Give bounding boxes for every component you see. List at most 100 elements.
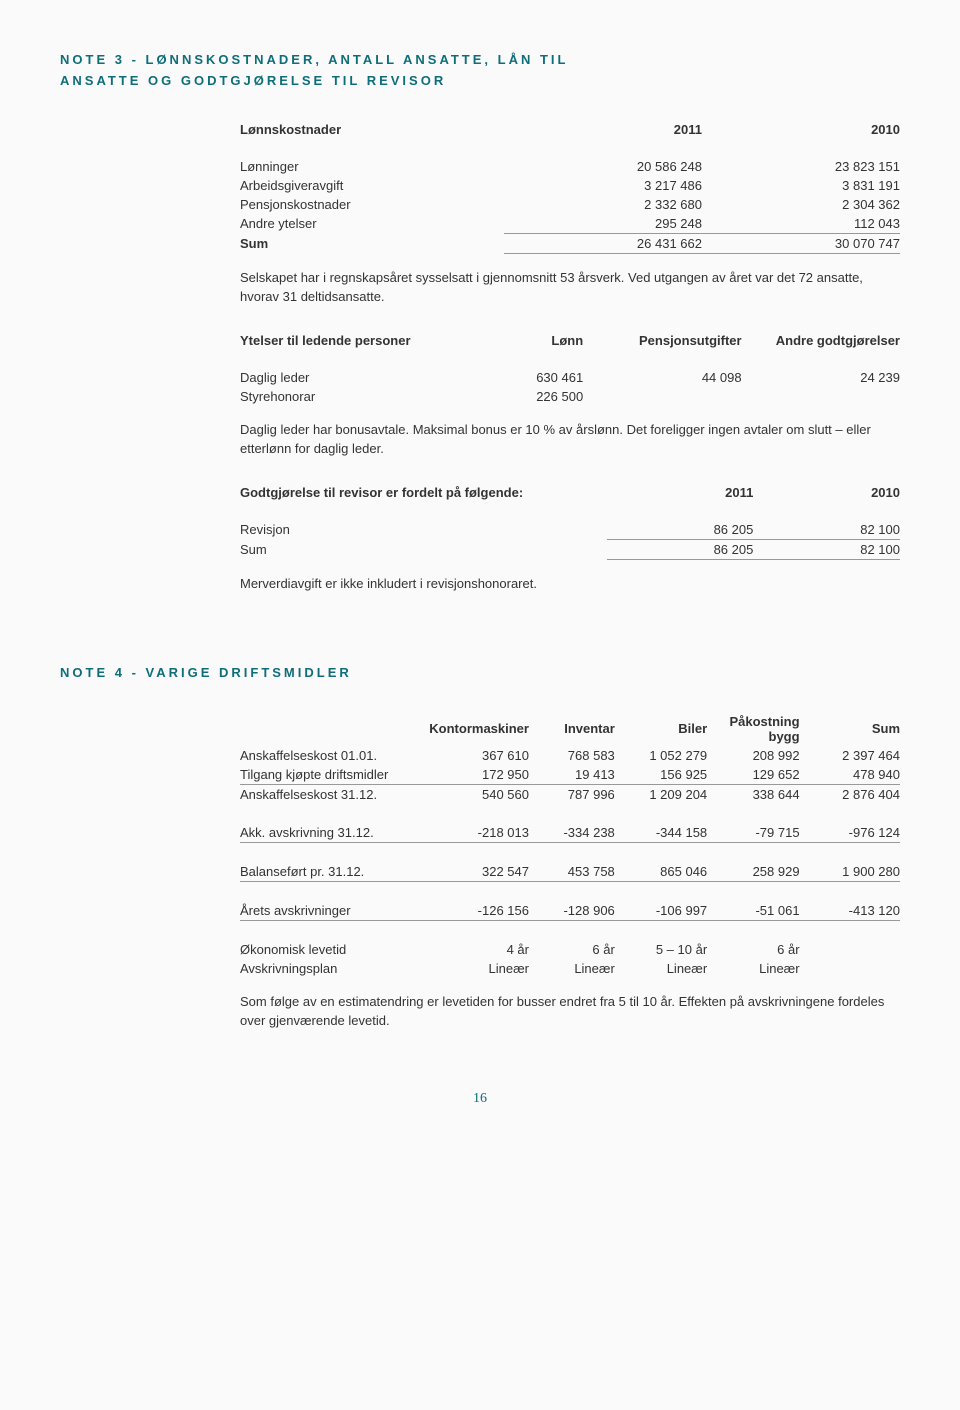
- note4-section: Kontormaskiner Inventar Biler Påkostning…: [240, 712, 900, 1031]
- table-row: Anskaffelseskost 31.12.540 560787 9961 2…: [240, 784, 900, 804]
- cell: 26 431 662: [504, 233, 702, 253]
- cell: Daglig leder: [240, 368, 478, 387]
- col-header: Sum: [808, 712, 900, 746]
- cell: Styrehonorar: [240, 387, 478, 406]
- cell: Lineær: [537, 959, 623, 978]
- cell: [240, 920, 425, 940]
- cell: -218 013: [425, 823, 537, 843]
- cell: 24 239: [742, 368, 900, 387]
- cell: 768 583: [537, 746, 623, 765]
- table-header-row: Ytelser til ledende personer Lønn Pensjo…: [240, 331, 900, 350]
- cell: 2 876 404: [808, 784, 900, 804]
- col-header: Lønnskostnader: [240, 120, 504, 139]
- table-row: Årets avskrivninger-126 156-128 906-106 …: [240, 901, 900, 921]
- table-header-row: Godtgjørelse til revisor er fordelt på f…: [240, 483, 900, 502]
- cell: -79 715: [715, 823, 807, 843]
- cell: 295 248: [504, 214, 702, 234]
- cell: 30 070 747: [702, 233, 900, 253]
- cell: [808, 804, 900, 823]
- table-row: Lønninger 20 586 248 23 823 151: [240, 157, 900, 176]
- cell: [240, 842, 425, 862]
- cell: [808, 842, 900, 862]
- cell: 2 332 680: [504, 195, 702, 214]
- table-row: [240, 842, 900, 862]
- table-row: Akk. avskrivning 31.12.-218 013-334 238-…: [240, 823, 900, 843]
- cell: 865 046: [623, 862, 715, 882]
- note4-title: NOTE 4 - VARIGE DRIFTSMIDLER: [60, 663, 900, 684]
- cell: [537, 881, 623, 901]
- table-row: Sum 86 205 82 100: [240, 539, 900, 559]
- cell: 82 100: [753, 539, 900, 559]
- cell: 3 217 486: [504, 176, 702, 195]
- cell: [623, 920, 715, 940]
- table-row: [240, 804, 900, 823]
- cell: [623, 804, 715, 823]
- cell: 23 823 151: [702, 157, 900, 176]
- cell: 156 925: [623, 765, 715, 785]
- cell: [808, 940, 900, 959]
- cell: Pensjonskostnader: [240, 195, 504, 214]
- cell: 172 950: [425, 765, 537, 785]
- cell: [537, 920, 623, 940]
- col-header: Biler: [623, 712, 715, 746]
- cell: Akk. avskrivning 31.12.: [240, 823, 425, 843]
- col-header: Kontormaskiner: [425, 712, 537, 746]
- cell: [425, 842, 537, 862]
- page-number: 16: [60, 1091, 900, 1107]
- cell: [623, 842, 715, 862]
- table-row: Daglig leder 630 461 44 098 24 239: [240, 368, 900, 387]
- cell: Revisjon: [240, 520, 607, 540]
- note3-section: Lønnskostnader 2011 2010 Lønninger 20 58…: [240, 120, 900, 594]
- paragraph: Selskapet har i regnskapsåret sysselsatt…: [240, 268, 900, 307]
- cell: [808, 881, 900, 901]
- cell: 367 610: [425, 746, 537, 765]
- col-header: 2011: [607, 483, 754, 502]
- cell: -128 906: [537, 901, 623, 921]
- cell: 338 644: [715, 784, 807, 804]
- cell: [240, 881, 425, 901]
- cell: 1 900 280: [808, 862, 900, 882]
- driftsmidler-table: Kontormaskiner Inventar Biler Påkostning…: [240, 712, 900, 978]
- cell: 112 043: [702, 214, 900, 234]
- cell: 4 år: [425, 940, 537, 959]
- paragraph: Merverdiavgift er ikke inkludert i revis…: [240, 574, 900, 594]
- cell: Anskaffelseskost 01.01.: [240, 746, 425, 765]
- cell: -51 061: [715, 901, 807, 921]
- cell: 2 304 362: [702, 195, 900, 214]
- col-header: Inventar: [537, 712, 623, 746]
- table-row: Balanseført pr. 31.12.322 547453 758865 …: [240, 862, 900, 882]
- note3-title: NOTE 3 - LØNNSKOSTNADER, ANTALL ANSATTE,…: [60, 50, 900, 92]
- cell: -106 997: [623, 901, 715, 921]
- cell: [808, 959, 900, 978]
- cell: 44 098: [583, 368, 741, 387]
- col-header: Ytelser til ledende personer: [240, 331, 478, 350]
- cell: [808, 920, 900, 940]
- paragraph: Som følge av en estimatendring er leveti…: [240, 992, 900, 1031]
- cell: 19 413: [537, 765, 623, 785]
- cell: 226 500: [478, 387, 584, 406]
- cell: Anskaffelseskost 31.12.: [240, 784, 425, 804]
- cell: 540 560: [425, 784, 537, 804]
- ytelser-table: Ytelser til ledende personer Lønn Pensjo…: [240, 331, 900, 406]
- col-header: 2011: [504, 120, 702, 139]
- col-header: Andre godtgjørelser: [742, 331, 900, 350]
- cell: [240, 804, 425, 823]
- cell: Lineær: [425, 959, 537, 978]
- col-header: Pensjonsutgifter: [583, 331, 741, 350]
- cell: [425, 881, 537, 901]
- cell: [715, 842, 807, 862]
- note3-title-line2: ANSATTE OG GODTGJØRELSE TIL REVISOR: [60, 73, 446, 88]
- col-header: Godtgjørelse til revisor er fordelt på f…: [240, 483, 607, 502]
- table-row: AvskrivningsplanLineærLineærLineærLineær: [240, 959, 900, 978]
- cell: [715, 920, 807, 940]
- revisor-table: Godtgjørelse til revisor er fordelt på f…: [240, 483, 900, 560]
- col-header: 2010: [702, 120, 900, 139]
- cell: 1 209 204: [623, 784, 715, 804]
- table-row: Tilgang kjøpte driftsmidler172 95019 413…: [240, 765, 900, 785]
- cell: Lønninger: [240, 157, 504, 176]
- col-header: Lønn: [478, 331, 584, 350]
- cell: 20 586 248: [504, 157, 702, 176]
- table-header-row: Lønnskostnader 2011 2010: [240, 120, 900, 139]
- cell: [537, 842, 623, 862]
- cell: Sum: [240, 233, 504, 253]
